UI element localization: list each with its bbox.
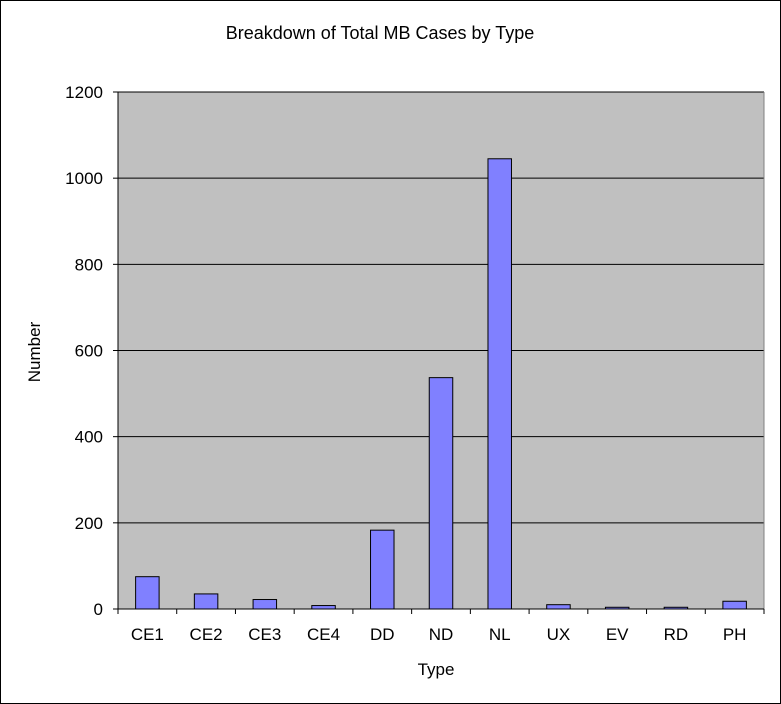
x-tick-label: CE2: [190, 625, 223, 644]
chart-title: Breakdown of Total MB Cases by Type: [226, 23, 535, 43]
bar-ce2: [193, 593, 219, 610]
plot-area: 0 200 400 600 800 1000 1200 CE1 CE2 CE3 CE4 DD ND NL U…: [65, 83, 765, 644]
y-tick-label: 400: [75, 428, 103, 447]
x-tick-label: CE4: [307, 625, 340, 644]
bar-ce1: [135, 576, 160, 610]
y-tick-label: 0: [94, 600, 103, 619]
bar-ev: [604, 606, 630, 610]
y-tick-label: 1200: [65, 83, 103, 102]
bar-ce3: [252, 599, 278, 610]
bar-nd: [428, 377, 454, 610]
y-tick-label: 600: [75, 342, 103, 361]
x-tick-label: EV: [606, 625, 629, 644]
bar-ph: [722, 600, 747, 610]
y-tick-label: 200: [75, 514, 103, 533]
y-axis-label: Number: [25, 321, 44, 382]
y-tick-label: 800: [75, 255, 103, 274]
bar-ce4: [311, 605, 336, 610]
x-tick-label: NL: [489, 625, 511, 644]
bar-rd: [663, 606, 689, 610]
bar-ux: [546, 604, 571, 610]
x-axis-label: Type: [418, 660, 455, 679]
x-tick-label: CE3: [248, 625, 281, 644]
bar-nl: [487, 158, 512, 610]
x-tick-label: RD: [664, 625, 689, 644]
y-tick-label: 1000: [65, 169, 103, 188]
bar-dd: [370, 529, 395, 610]
x-tick-label: PH: [723, 625, 747, 644]
x-tick-label: CE1: [131, 625, 164, 644]
x-tick-label: DD: [370, 625, 395, 644]
x-tick-label: UX: [547, 625, 571, 644]
x-tick-label: ND: [429, 625, 454, 644]
